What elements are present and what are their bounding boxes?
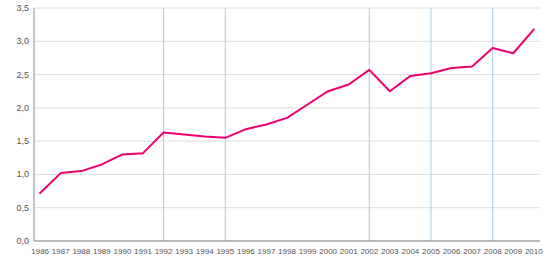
y-grid	[34, 8, 540, 241]
x-tick-label: 2008	[484, 247, 502, 256]
x-tick-label: 1986	[31, 247, 49, 256]
vertical-line	[430, 8, 431, 241]
x-tick-label: 2005	[422, 247, 440, 256]
y-axis-line	[34, 8, 35, 241]
y-tick-label: 2,0	[16, 103, 29, 113]
y-tick-label: 3,5	[16, 3, 29, 13]
x-tick-label: 1999	[299, 247, 317, 256]
x-tick-label: 1990	[114, 247, 132, 256]
x-tick-label: 2004	[402, 247, 420, 256]
x-tick-label: 2009	[504, 247, 522, 256]
x-tick-label: 1988	[72, 247, 90, 256]
y-tick-label: 2,5	[16, 70, 29, 80]
grid-line	[34, 41, 540, 42]
y-tick-label: 1,5	[16, 136, 29, 146]
vertical-line	[225, 8, 226, 241]
grid-line	[34, 74, 540, 75]
x-tick-label: 2010	[525, 247, 543, 256]
x-axis-line	[34, 241, 540, 242]
vertical-line	[492, 8, 493, 241]
x-tick-label: 1996	[237, 247, 255, 256]
x-tick-label: 1992	[155, 247, 173, 256]
x-tick-label: 2006	[443, 247, 461, 256]
chart: 0,0 0,5 1,0 1,5 2,0 2,5 3,0 3,5 1986198719881989…	[0, 0, 550, 263]
y-tick-label: 0,0	[16, 236, 29, 246]
x-tick-label: 1987	[52, 247, 70, 256]
vertical-line	[163, 8, 164, 241]
y-tick-label: 0,5	[16, 203, 29, 213]
x-tick-label: 2007	[463, 247, 481, 256]
x-tick-label: 1995	[216, 247, 234, 256]
data-line	[40, 29, 534, 193]
grid-line	[34, 174, 540, 175]
y-tick-label: 3,0	[16, 36, 29, 46]
x-tick-label: 2000	[319, 247, 337, 256]
x-tick-label: 2001	[340, 247, 358, 256]
vertical-line	[369, 8, 370, 241]
grid-line	[34, 107, 540, 108]
x-tick-label: 1991	[134, 247, 152, 256]
y-tick-label: 1,0	[16, 169, 29, 179]
x-tick-label: 2002	[360, 247, 378, 256]
x-tick-label: 1998	[278, 247, 296, 256]
plot-area	[40, 8, 534, 241]
x-tick-label: 1997	[258, 247, 276, 256]
x-tick-label: 2003	[381, 247, 399, 256]
grid-line	[34, 241, 540, 242]
grid-line	[34, 8, 540, 9]
grid-line	[34, 207, 540, 208]
x-tick-label: 1994	[196, 247, 214, 256]
grid-line	[34, 141, 540, 142]
x-tick-label: 1989	[93, 247, 111, 256]
x-tick-label: 1993	[175, 247, 193, 256]
